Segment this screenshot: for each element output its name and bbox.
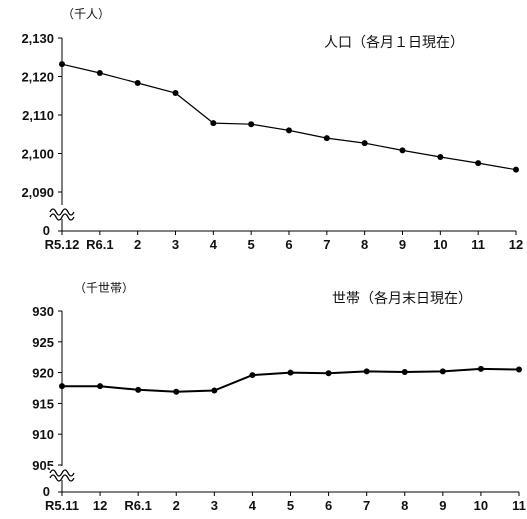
population-x-tick-label: 2 [134, 237, 141, 252]
households-x-tick-label: R5.11 [45, 498, 79, 513]
households-x-tick-label: 6 [325, 498, 332, 513]
households-data-point [97, 383, 104, 390]
population-x-tick-label: 9 [399, 237, 406, 252]
population-series-line [61, 63, 517, 171]
population-data-point [361, 140, 368, 147]
population-data-point [513, 166, 519, 173]
population-y-tick-label: 2,100 [21, 147, 54, 162]
population-y-tick-label: 2,110 [22, 108, 54, 123]
population-x-tick-label: 8 [361, 237, 368, 252]
population-data-point [210, 120, 217, 127]
households-data-point [477, 365, 484, 372]
population-x-tick-label: 6 [285, 237, 292, 252]
households-data-point [287, 369, 294, 376]
households-x-tick-label: 7 [363, 498, 370, 513]
households-data-point [363, 368, 370, 375]
households-data-point [59, 383, 65, 390]
households-data-point [401, 368, 408, 375]
households-x-tick-label: 8 [401, 498, 408, 513]
population-data-point [96, 70, 103, 77]
population-x-tick-label: R5.12 [45, 237, 80, 252]
population-x-tick-label: 4 [210, 237, 218, 252]
population-axis-break [49, 205, 76, 221]
population-data-point [399, 147, 406, 154]
households-data-point [135, 386, 142, 393]
households-chart-title: 世帯（各月末日現在） [332, 291, 472, 307]
population-y-tick-label: 2,120 [21, 70, 54, 85]
households-x-tick-label: 9 [439, 498, 446, 513]
population-data-point [134, 80, 141, 87]
population-data-point [172, 90, 179, 97]
households-x-tick-label: 10 [474, 498, 488, 513]
households-data-point [439, 368, 446, 375]
households-axis-break [49, 466, 76, 482]
population-x-tick-label: 3 [172, 237, 179, 252]
households-x-tick-label: 11 [512, 498, 526, 513]
households-data-point [516, 366, 522, 373]
households-y-tick-label: 905 [32, 458, 54, 473]
population-data-point [475, 160, 482, 167]
population-x-tick-label: 10 [433, 237, 447, 252]
population-data-point [437, 153, 444, 160]
population-chart-plot: 2,130 2,120 2,110 2,100 2,090 R5.12 R6.1 2 3 4 5 6 7… [21, 31, 523, 252]
households-data-point [173, 388, 180, 395]
population-zero-label: 0 [43, 223, 50, 238]
population-data-point [248, 121, 255, 128]
population-x-tick-label: 5 [248, 237, 255, 252]
population-data-point [323, 135, 330, 142]
households-data-point [211, 387, 218, 394]
households-unit-label: （千世帯） [74, 281, 134, 295]
population-x-tick-label: 11 [471, 237, 485, 252]
households-x-tick-label: 4 [249, 498, 257, 513]
households-y-tick-label: 910 [32, 427, 54, 442]
population-data-point [59, 61, 65, 68]
households-y-tick-label: 920 [32, 366, 54, 381]
households-x-tick-label: 12 [93, 498, 107, 513]
households-data-point [325, 370, 332, 377]
population-x-tick-label: 7 [323, 237, 330, 252]
households-data-point [249, 372, 256, 379]
households-x-tick-label: R6.1 [124, 498, 151, 513]
population-chart-title: 人口（各月１日現在） [324, 35, 464, 51]
households-x-tick-label: 3 [211, 498, 218, 513]
population-data-point [286, 127, 292, 134]
population-x-tick-label: R6.1 [86, 237, 113, 252]
population-unit-label: （千人） [62, 7, 110, 21]
households-x-tick-label: 5 [287, 498, 294, 513]
households-y-tick-label: 915 [32, 396, 54, 411]
households-y-tick-label: 925 [32, 335, 54, 350]
households-chart: （千世帯） 世帯（各月末日現在） 0 930925920915910905R5.… [32, 281, 526, 513]
population-x-tick-label: 12 [509, 237, 523, 252]
households-x-tick-label: 2 [173, 498, 180, 513]
population-y-tick-label: 2,130 [21, 31, 54, 46]
households-y-tick-label: 930 [32, 304, 54, 319]
population-chart: （千人） 人口（各月１日現在） 0 2,1302,1202,1102,1002,… [21, 7, 523, 252]
population-y-tick-label: 2,090 [21, 185, 54, 200]
households-zero-label: 0 [43, 484, 50, 499]
